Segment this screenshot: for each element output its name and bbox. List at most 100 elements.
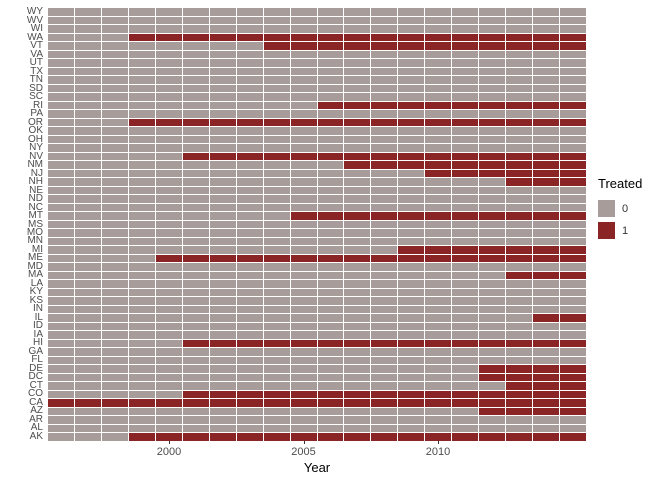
tile-VT-2014 [533,42,560,50]
tile-OH-2013 [506,135,533,144]
tile-DC-2002 [209,373,236,382]
tile-OH-2001 [182,135,209,144]
tile-NV-2015 [560,152,586,161]
tile-NY-1998 [101,144,128,152]
tile-NH-2007 [344,178,371,186]
tile-MI-2013 [506,246,533,254]
tile-MA-1996 [48,271,74,280]
tile-TX-1998 [101,67,128,76]
tile-AL-2002 [209,424,236,433]
tile-SD-2009 [398,84,425,93]
tile-MO-2013 [506,229,533,237]
tile-NE-1996 [48,186,74,195]
tile-RI-1996 [48,101,74,110]
tile-MO-2005 [290,229,317,237]
tile-NH-1998 [101,178,128,186]
tile-KS-2004 [263,297,290,305]
tile-AK-2006 [317,433,344,441]
tile-DC-2014 [533,373,560,382]
tile-WA-2015 [560,33,586,42]
tile-VT-1998 [101,42,128,50]
tile-AZ-2013 [506,407,533,416]
tile-WA-1998 [101,33,128,42]
tile-CA-1996 [48,399,74,407]
tile-MI-2005 [290,246,317,254]
tile-ME-2014 [533,254,560,263]
tile-MN-1997 [74,237,101,246]
tile-TX-2009 [398,67,425,76]
tile-TX-2010 [425,67,452,76]
tile-AZ-2012 [479,407,506,416]
y-axis-label-AR: AR [29,413,43,425]
tile-ND-1999 [128,195,155,203]
tile-TX-2011 [452,67,479,76]
tile-IL-2011 [452,314,479,322]
tile-IN-2004 [263,305,290,314]
tile-ME-1997 [74,254,101,263]
tile-IA-2003 [236,331,263,339]
tile-MI-2009 [398,246,425,254]
tile-CT-2006 [317,382,344,390]
tile-CA-2004 [263,399,290,407]
tile-ME-2004 [263,254,290,263]
tile-IN-1999 [128,305,155,314]
tile-KY-2010 [425,288,452,297]
y-axis-label-CO: CO [28,388,43,400]
tile-NH-2003 [236,178,263,186]
tile-NE-2013 [506,186,533,195]
tile-TX-1996 [48,67,74,76]
y-axis-label-MA: MA [28,269,43,281]
tile-IA-2010 [425,331,452,339]
tile-ME-2000 [155,254,182,263]
tile-OR-2012 [479,118,506,127]
tile-SD-2010 [425,84,452,93]
tile-SC-2014 [533,93,560,101]
tile-WV-2002 [209,16,236,25]
y-axis-label-WI: WI [30,23,43,35]
tile-WI-2013 [506,25,533,33]
tile-NV-2007 [344,152,371,161]
tile-CT-2011 [452,382,479,390]
tile-TN-2005 [290,76,317,84]
tile-CA-2009 [398,399,425,407]
tile-AL-2004 [263,424,290,433]
y-axis-label-RI: RI [33,99,43,111]
y-axis-label-FL: FL [31,354,43,366]
tile-FL-2015 [560,356,586,365]
tile-SD-2007 [344,84,371,93]
tile-NE-2000 [155,186,182,195]
x-tick-label-2005: 2005 [291,446,316,458]
tile-AK-1996 [48,433,74,441]
tile-KS-1999 [128,297,155,305]
tile-WI-1997 [74,25,101,33]
tile-NJ-2014 [533,169,560,178]
tile-DE-2013 [506,365,533,373]
y-axis-label-CT: CT [29,379,43,391]
tile-UT-2014 [533,59,560,67]
tile-NE-2012 [479,186,506,195]
tile-MI-2014 [533,246,560,254]
tile-AR-1999 [128,416,155,424]
tile-AR-2004 [263,416,290,424]
tile-NM-2010 [425,161,452,169]
tile-FL-2004 [263,356,290,365]
tile-NE-2005 [290,186,317,195]
tile-GA-2007 [344,348,371,356]
tile-NV-1997 [74,152,101,161]
tile-VT-1999 [128,42,155,50]
tile-AR-2000 [155,416,182,424]
tile-VA-2003 [236,50,263,59]
tile-ID-2008 [371,322,398,331]
tile-IN-2006 [317,305,344,314]
tile-VT-2007 [344,42,371,50]
tile-DE-1997 [74,365,101,373]
y-axis-label-ID: ID [33,320,43,332]
tile-OK-1999 [128,127,155,135]
tile-TX-1997 [74,67,101,76]
tile-IA-2009 [398,331,425,339]
tile-IL-2006 [317,314,344,322]
tile-AR-1998 [101,416,128,424]
tile-OR-2010 [425,118,452,127]
tile-NJ-2015 [560,169,586,178]
tile-KY-2006 [317,288,344,297]
